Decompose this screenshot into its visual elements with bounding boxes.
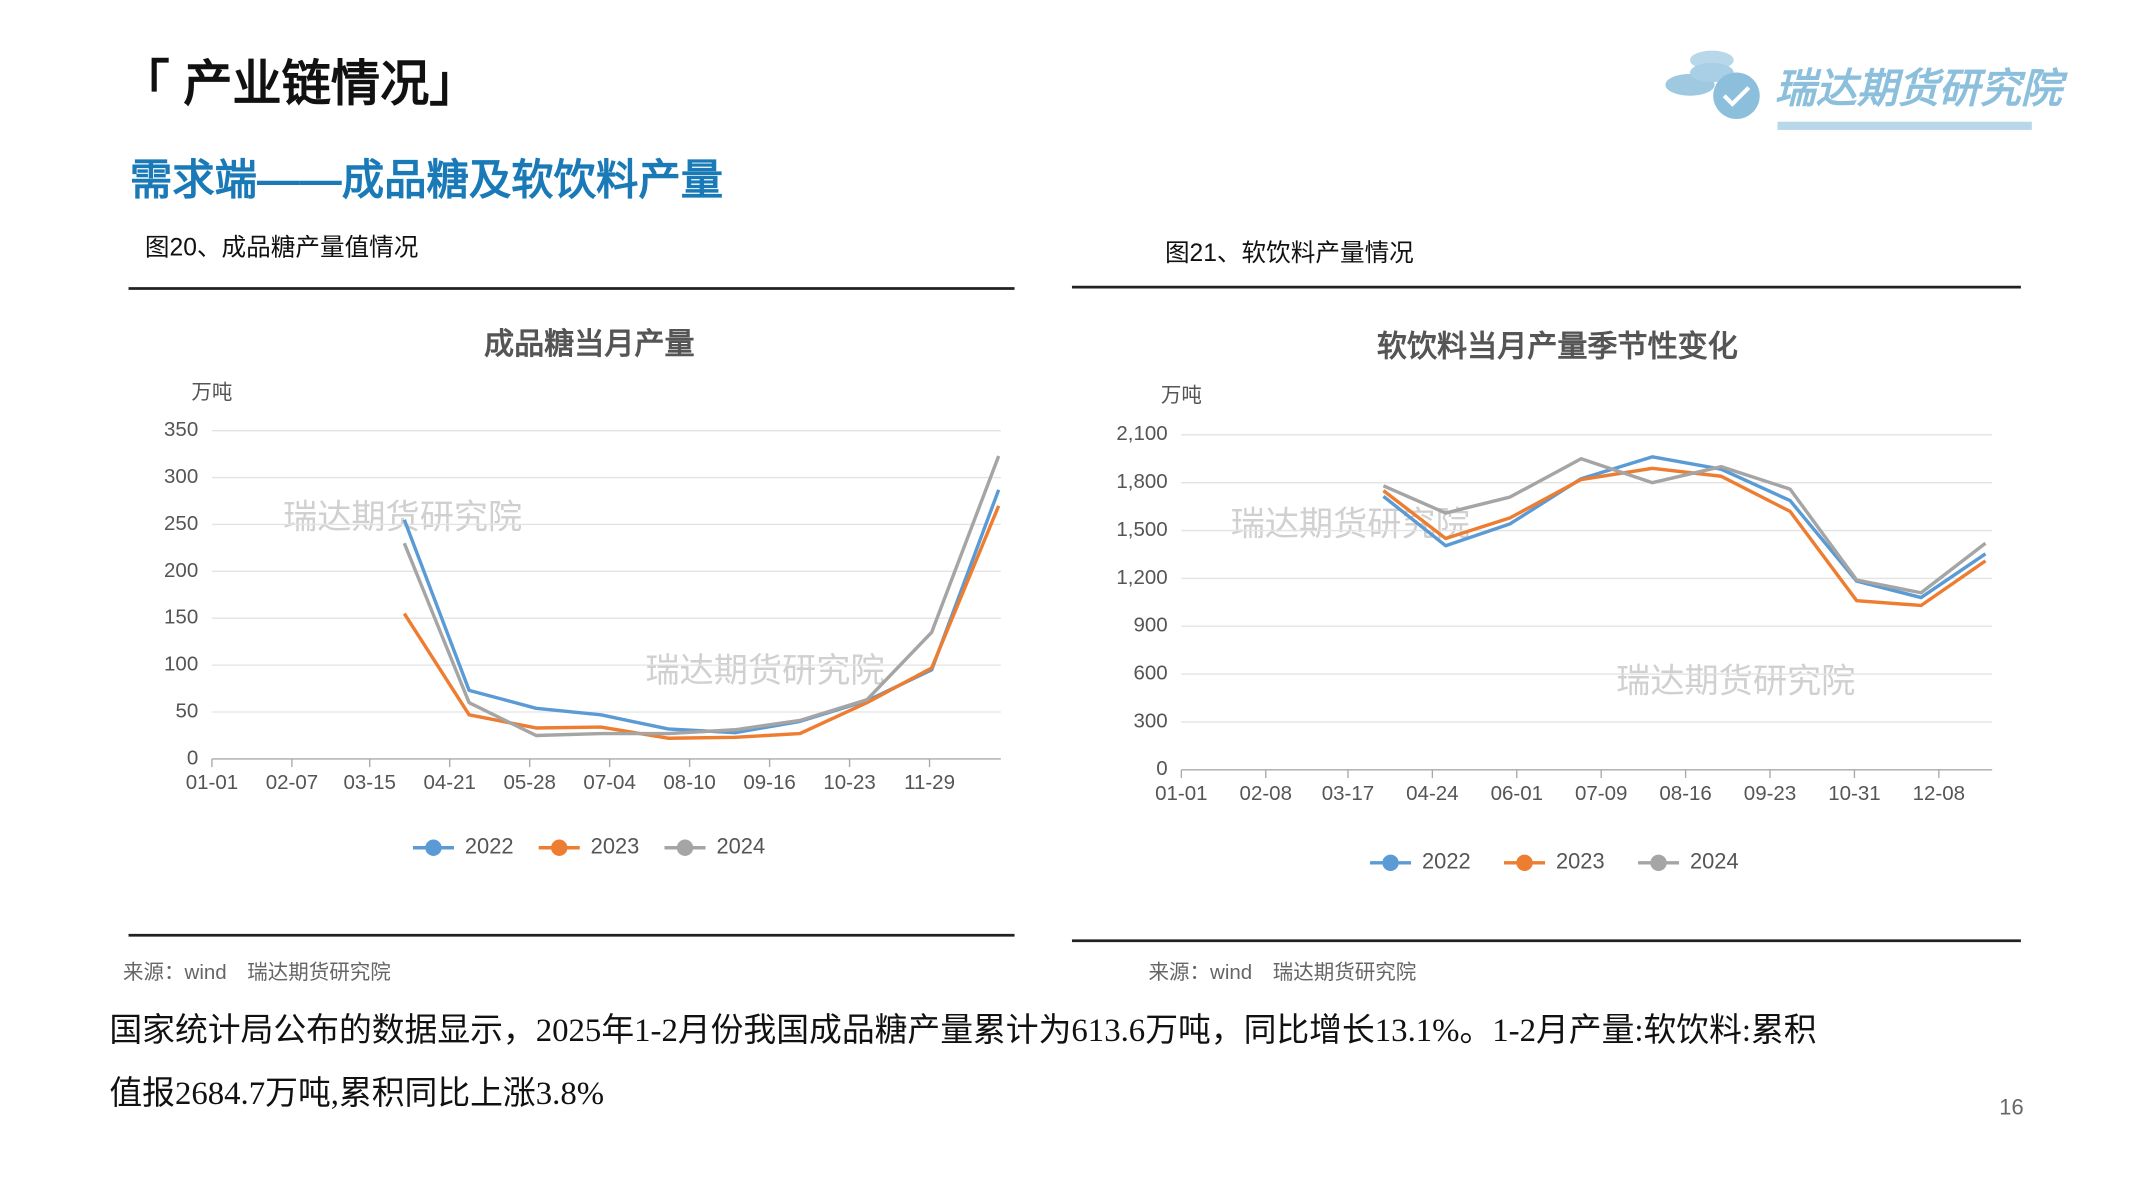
series-line bbox=[1382, 457, 1987, 595]
x-tick-label: 09-23 bbox=[1744, 782, 1796, 805]
x-tick-label: 08-16 bbox=[1659, 782, 1711, 805]
x-tick-label: 02-08 bbox=[1240, 782, 1292, 805]
x-tick-label: 10-23 bbox=[823, 771, 875, 794]
y-tick-label: 300 bbox=[1133, 709, 1167, 732]
watermark: 瑞达期货研究院 bbox=[645, 652, 884, 690]
x-tick-label: 03-15 bbox=[344, 771, 396, 794]
series-line bbox=[402, 455, 1001, 738]
legend-label: 2024 bbox=[716, 834, 765, 859]
figure-caption: 图20、成品糖产量值情况 bbox=[145, 233, 418, 261]
watermark: 瑞达期货研究院 bbox=[283, 499, 522, 537]
logo: 瑞达期货研究院 bbox=[1665, 50, 2069, 130]
legend-label: 2022 bbox=[1422, 849, 1471, 874]
x-tick-label: 08-10 bbox=[663, 771, 715, 794]
x-tick-label: 02-07 bbox=[266, 771, 318, 794]
legend-label: 2023 bbox=[591, 834, 640, 859]
x-tick-label: 04-24 bbox=[1406, 782, 1458, 805]
x-tick-label: 12-08 bbox=[1913, 782, 1965, 805]
source-note: 来源：wind 瑞达期货研究院 bbox=[1149, 961, 1417, 984]
x-tick-label: 09-16 bbox=[743, 771, 795, 794]
x-tick-label: 07-09 bbox=[1575, 782, 1627, 805]
watermark: 瑞达期货研究院 bbox=[1616, 663, 1855, 701]
legend-marker bbox=[1516, 854, 1533, 872]
y-tick-label: 100 bbox=[164, 653, 198, 676]
y-tick-label: 1,800 bbox=[1116, 470, 1167, 493]
y-tick-label: 900 bbox=[1133, 614, 1167, 637]
chart-title: 软饮料当月产量季节性变化 bbox=[1377, 330, 1738, 364]
legend-marker bbox=[1650, 854, 1667, 872]
legend-label: 2023 bbox=[1556, 849, 1605, 874]
x-tick-label: 03-17 bbox=[1322, 782, 1374, 805]
legend-marker bbox=[676, 839, 694, 856]
y-tick-label: 600 bbox=[1133, 662, 1167, 685]
x-tick-label: 07-04 bbox=[583, 771, 635, 794]
y-tick-label: 50 bbox=[175, 699, 198, 722]
legend-marker bbox=[551, 839, 568, 856]
series-line bbox=[1382, 455, 1987, 600]
x-tick-label: 05-28 bbox=[503, 771, 555, 794]
axis-unit: 万吨 bbox=[1161, 384, 1202, 407]
series-line bbox=[1382, 466, 1987, 608]
legend-marker bbox=[1382, 854, 1399, 872]
y-tick-label: 200 bbox=[164, 559, 198, 582]
y-tick-label: 0 bbox=[187, 746, 198, 769]
y-tick-label: 300 bbox=[164, 465, 198, 488]
x-tick-label: 04-21 bbox=[423, 771, 475, 794]
y-tick-label: 150 bbox=[164, 606, 198, 629]
y-tick-label: 1,500 bbox=[1116, 518, 1167, 541]
page-number: 16 bbox=[1999, 1095, 2023, 1120]
legend-label: 2022 bbox=[465, 834, 514, 859]
body-text: 值报2684.7万吨,累积同比上涨3.8% bbox=[109, 1075, 604, 1112]
y-tick-label: 250 bbox=[164, 512, 198, 535]
series-line bbox=[402, 505, 1001, 740]
y-tick-label: 2,100 bbox=[1116, 422, 1167, 445]
y-tick-label: 350 bbox=[164, 418, 198, 441]
body-text: 国家统计局公布的数据显示，2025年1-2月份我国成品糖产量累计为613.6万吨… bbox=[109, 1012, 1816, 1049]
figure-caption: 图21、软饮料产量情况 bbox=[1165, 239, 1414, 267]
x-tick-label: 10-31 bbox=[1828, 782, 1880, 805]
x-tick-label: 01-01 bbox=[186, 771, 238, 794]
axis-unit: 万吨 bbox=[191, 381, 232, 404]
chart-title: 成品糖当月产量 bbox=[484, 328, 695, 361]
y-tick-label: 1,200 bbox=[1116, 566, 1167, 589]
legend-label: 2024 bbox=[1690, 849, 1739, 874]
x-tick-label: 01-01 bbox=[1155, 782, 1207, 805]
section-title: 需求端——成品糖及软饮料产量 bbox=[130, 156, 723, 203]
x-tick-label: 11-29 bbox=[904, 771, 955, 794]
slide-title: 「 产业链情况」 bbox=[120, 57, 478, 112]
source-note: 来源：wind 瑞达期货研究院 bbox=[123, 961, 391, 984]
logo-text: 瑞达期货研究院 bbox=[1775, 65, 2069, 111]
y-tick-label: 0 bbox=[1156, 757, 1167, 780]
legend-marker bbox=[425, 839, 442, 856]
x-tick-label: 06-01 bbox=[1491, 782, 1543, 805]
